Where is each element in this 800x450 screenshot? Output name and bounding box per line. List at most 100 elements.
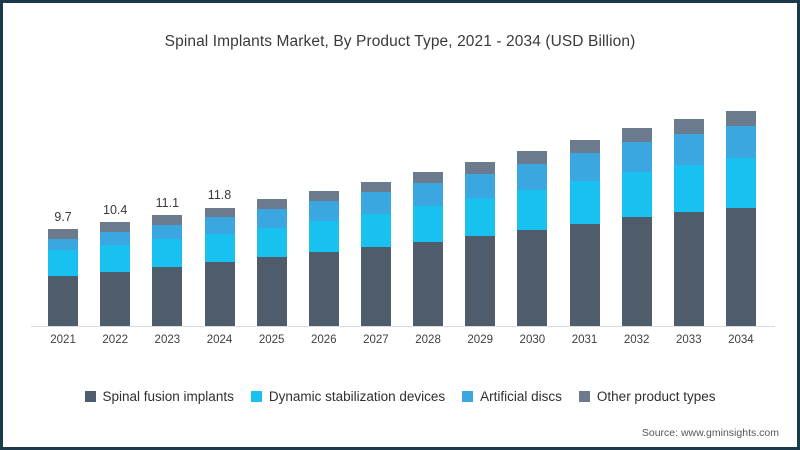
bar-segment-1[interactable] [100, 244, 131, 272]
bar-value-label: 11.1 [155, 195, 180, 210]
plot-area: 9.7 10.4 11.1 11.8 [37, 73, 767, 326]
bar-stack [48, 228, 79, 326]
x-axis-tick-2032: 2032 [623, 334, 650, 346]
bar-segment-2[interactable] [256, 208, 287, 228]
page-title: Spinal Implants Market, By Product Type,… [164, 33, 636, 50]
bar-segment-1[interactable] [621, 171, 652, 218]
bar-segment-0[interactable] [673, 212, 704, 326]
bar-segment-0[interactable] [621, 217, 652, 326]
bar-segment-1[interactable] [256, 227, 287, 257]
bar-value-label: 11.8 [207, 188, 232, 203]
bar-segment-1[interactable] [204, 233, 235, 263]
x-axis-tick-2022: 2022 [102, 334, 128, 346]
bar-stack [517, 151, 548, 326]
bar-segment-1[interactable] [465, 198, 496, 236]
bar-segment-2[interactable] [725, 126, 756, 159]
bar-segment-2[interactable] [673, 133, 704, 165]
bar-segment-2[interactable] [517, 163, 548, 190]
bar-segment-0[interactable] [725, 207, 756, 326]
x-axis-tick-2027: 2027 [363, 334, 389, 346]
x-axis-tick-2028: 2028 [415, 334, 441, 346]
x-axis-tick-2029: 2029 [467, 334, 493, 346]
bar-segment-1[interactable] [673, 164, 704, 213]
bar-segment-3[interactable] [517, 151, 548, 164]
legend: Spinal fusion implants Dynamic stabilizat… [3, 389, 797, 404]
bar-segment-3[interactable] [360, 182, 391, 193]
bar-segment-2[interactable] [308, 200, 339, 222]
bar-segment-1[interactable] [152, 239, 183, 267]
x-axis: 2021 2022 2023 2024 2025 2026 2027 2028 2029 2030… [37, 334, 767, 354]
bar-segment-2[interactable] [100, 232, 131, 245]
bar-segment-1[interactable] [413, 206, 444, 242]
bar-segment-3[interactable] [465, 162, 496, 174]
bar-segment-2[interactable] [413, 183, 444, 207]
source-attribution: Source: www.gminsights.com [641, 427, 779, 439]
legend-label: Spinal fusion implants [102, 389, 234, 404]
bar-segment-3[interactable] [308, 191, 339, 201]
bar-value-label: 10.4 [103, 202, 128, 217]
bar-value-label: 9.7 [54, 209, 72, 224]
bar-stack [152, 214, 183, 326]
bar-segment-0[interactable] [465, 236, 496, 326]
legend-item-1[interactable]: Dynamic stabilization devices [250, 389, 446, 404]
bar-segment-3[interactable] [725, 111, 756, 127]
bar-segment-1[interactable] [725, 158, 756, 208]
bar-stack [673, 119, 704, 326]
bar-stack [256, 199, 287, 326]
bar-segment-3[interactable] [621, 128, 652, 142]
bar-segment-0[interactable] [308, 251, 339, 326]
bar-segment-0[interactable] [569, 223, 600, 326]
bar-segment-1[interactable] [308, 221, 339, 252]
x-axis-tick-2023: 2023 [154, 334, 181, 346]
bar-segment-1[interactable] [48, 249, 79, 277]
bar-stack [621, 128, 652, 326]
bar-segment-2[interactable] [152, 224, 183, 240]
bar-segment-2[interactable] [204, 217, 235, 234]
bar-segment-3[interactable] [48, 228, 79, 240]
bar-segment-3[interactable] [204, 207, 235, 218]
x-axis-tick-2021: 2021 [50, 334, 76, 346]
bar-stack [204, 207, 235, 326]
bar-stack [465, 162, 496, 326]
x-axis-tick-2033: 2033 [675, 334, 702, 346]
bar-segment-0[interactable] [517, 229, 548, 326]
legend-item-2[interactable]: Artificial discs [462, 389, 562, 404]
bar-stack [100, 221, 131, 326]
bar-segment-2[interactable] [465, 173, 496, 199]
bar-segment-3[interactable] [413, 172, 444, 184]
x-axis-tick-2026: 2026 [310, 334, 337, 346]
bar-segment-1[interactable] [517, 189, 548, 230]
bar-segment-1[interactable] [360, 214, 391, 248]
bar-segment-2[interactable] [360, 192, 391, 214]
bar-segment-2[interactable] [621, 141, 652, 172]
bar-stack [413, 172, 444, 326]
bar-stack [360, 182, 391, 326]
bar-segment-1[interactable] [569, 180, 600, 224]
x-axis-tick-2034: 2034 [728, 334, 754, 346]
x-axis-tick-2030: 2030 [519, 334, 546, 346]
legend-item-3[interactable]: Other product types [578, 389, 715, 404]
bar-segment-0[interactable] [100, 271, 131, 326]
bar-stack [725, 111, 756, 326]
legend-swatch-icon [462, 391, 474, 402]
bar-segment-0[interactable] [413, 241, 444, 326]
x-axis-tick-2025: 2025 [258, 334, 285, 346]
legend-item-0[interactable]: Spinal fusion implants [84, 389, 234, 404]
bar-segment-3[interactable] [100, 221, 131, 232]
bar-segment-3[interactable] [152, 214, 183, 225]
bar-segment-3[interactable] [256, 199, 287, 209]
bar-segment-3[interactable] [673, 119, 704, 134]
bar-segment-0[interactable] [256, 256, 287, 326]
bar-segment-3[interactable] [569, 140, 600, 154]
bar-segment-2[interactable] [569, 153, 600, 181]
legend-swatch-icon [84, 391, 96, 402]
bar-segment-0[interactable] [152, 266, 183, 326]
bar-segment-0[interactable] [204, 262, 235, 326]
axis-baseline [31, 326, 775, 327]
bar-segment-0[interactable] [48, 276, 79, 326]
bar-segment-0[interactable] [360, 247, 391, 326]
bar-stack [569, 140, 600, 326]
bar-segment-2[interactable] [48, 239, 79, 250]
legend-swatch-icon [250, 391, 262, 402]
legend-label: Dynamic stabilization devices [268, 389, 446, 404]
